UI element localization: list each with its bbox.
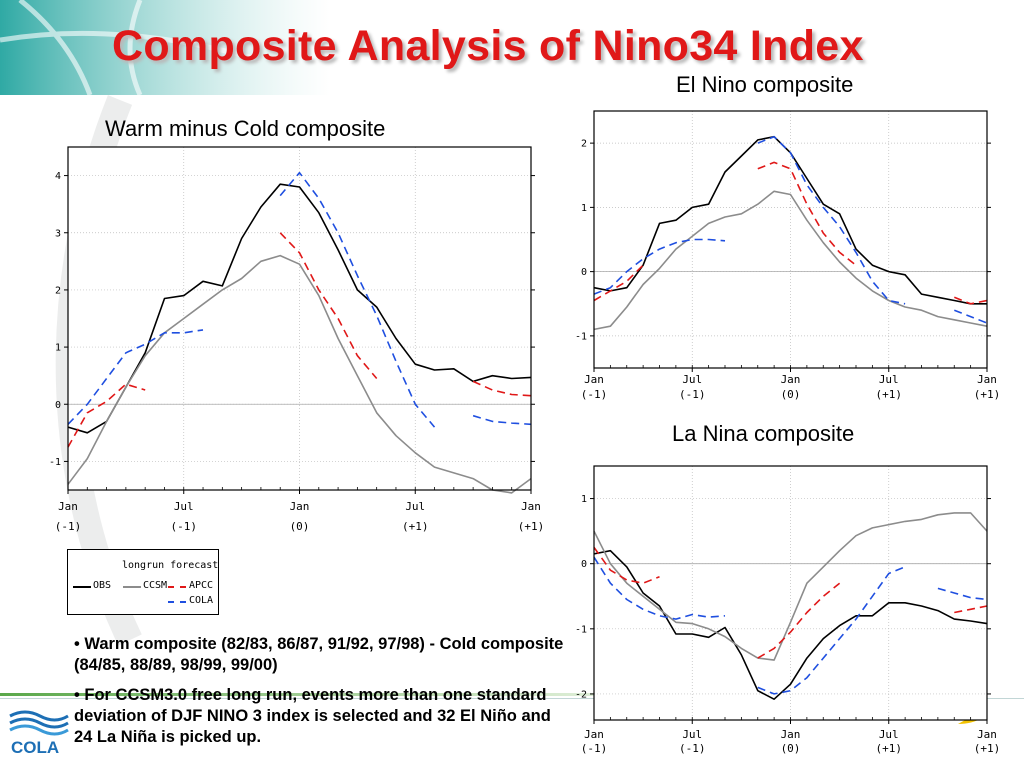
x-tick-label: (-1) xyxy=(679,388,706,401)
x-tick-label: (+1) xyxy=(974,388,1001,401)
legend-cola-swatch xyxy=(168,601,186,603)
x-tick-label: Jan xyxy=(58,500,78,513)
x-tick-label: Jan xyxy=(584,373,604,386)
x-tick-label: (0) xyxy=(781,742,801,755)
x-tick-label: Jan xyxy=(584,728,604,741)
series-line-obs xyxy=(593,549,988,700)
x-tick-label: (-1) xyxy=(171,520,198,533)
x-tick-label: (0) xyxy=(290,520,310,533)
x-tick-label: (+1) xyxy=(876,742,903,755)
series-line-cola xyxy=(954,309,988,324)
y-tick-label: 0 xyxy=(55,400,61,411)
series-line-apcc xyxy=(593,264,644,302)
x-tick-label: (+1) xyxy=(974,742,1001,755)
bullet-ccsm-selection: • For CCSM3.0 free long run, events more… xyxy=(74,686,551,746)
legend-obs-label: OBS xyxy=(93,580,112,591)
legend-ccsm-label: CCSM xyxy=(143,580,168,591)
x-tick-label: Jan xyxy=(977,728,997,741)
series-line-cola xyxy=(593,238,726,295)
y-tick-label: 0 xyxy=(581,267,587,278)
y-tick-label: -2 xyxy=(575,689,587,700)
el-nino-title: El Nino composite xyxy=(676,72,854,97)
legend-cola-label: COLA xyxy=(189,595,214,606)
la-nina-title: La Nina composite xyxy=(672,421,855,446)
x-tick-label: Jan xyxy=(977,373,997,386)
warm-minus-cold-title: Warm minus Cold composite xyxy=(105,116,386,141)
x-tick-label: (+1) xyxy=(518,520,545,533)
y-tick-label: -1 xyxy=(575,331,587,342)
x-tick-label: Jan xyxy=(521,500,541,513)
series-line-ccsm xyxy=(593,512,988,661)
series-line-cola xyxy=(757,566,906,695)
x-tick-label: Jul xyxy=(879,728,899,741)
x-tick-label: (-1) xyxy=(581,742,608,755)
x-tick-label: Jul xyxy=(405,500,425,513)
legend-ccsm-swatch xyxy=(123,586,141,588)
series-line-apcc xyxy=(593,546,660,584)
cola-logo-text: COLA xyxy=(11,738,60,757)
series-line-cola xyxy=(937,587,988,601)
x-tick-label: (+1) xyxy=(402,520,429,533)
cola-logo-icon xyxy=(9,710,69,736)
legend-apcc-swatch xyxy=(168,586,186,588)
x-tick-label: Jan xyxy=(781,373,801,386)
series-line-apcc xyxy=(954,605,988,614)
x-tick-label: Jul xyxy=(682,728,702,741)
legend-obs-swatch xyxy=(73,586,91,588)
y-tick-label: 4 xyxy=(55,171,61,182)
series-line-apcc xyxy=(67,383,146,448)
x-tick-label: Jan xyxy=(781,728,801,741)
x-tick-label: (0) xyxy=(781,388,801,401)
y-tick-label: 3 xyxy=(55,228,61,239)
x-tick-label: (+1) xyxy=(876,388,903,401)
bullet-list: • Warm composite (82/83, 86/87, 91/92, 9… xyxy=(74,634,564,757)
series-line-obs xyxy=(67,183,532,434)
series-line-cola xyxy=(67,329,204,425)
x-tick-label: Jul xyxy=(879,373,899,386)
header-globe-band xyxy=(0,0,330,95)
legend-header: longrun forecast xyxy=(122,560,219,571)
y-tick-label: 1 xyxy=(581,494,587,505)
series-line-ccsm xyxy=(593,190,988,331)
x-tick-label: Jan xyxy=(290,500,310,513)
x-tick-label: (-1) xyxy=(55,520,82,533)
y-tick-label: -1 xyxy=(49,457,61,468)
y-tick-label: 1 xyxy=(581,203,587,214)
bullet-warm-composite: • Warm composite (82/83, 86/87, 91/92, 9… xyxy=(74,635,564,674)
footer-divider xyxy=(0,693,1024,696)
series-line-apcc xyxy=(472,380,532,397)
x-tick-label: Jul xyxy=(174,500,194,513)
y-tick-label: -1 xyxy=(575,624,587,635)
legend-apcc-label: APCC xyxy=(189,580,214,591)
series-line-cola xyxy=(593,556,726,620)
series-line-cola xyxy=(472,414,532,426)
series-line-apcc xyxy=(757,582,841,659)
y-tick-label: 2 xyxy=(55,285,61,296)
y-tick-label: 1 xyxy=(55,343,61,354)
y-tick-label: 2 xyxy=(581,139,587,150)
x-tick-label: (-1) xyxy=(581,388,608,401)
slide-title: Composite Analysis of Nino34 Index xyxy=(112,22,864,70)
x-tick-label: Jul xyxy=(682,373,702,386)
series-line-ccsm xyxy=(67,254,532,494)
series-line-cola xyxy=(279,171,436,428)
x-tick-label: (-1) xyxy=(679,742,706,755)
series-line-cola xyxy=(757,135,906,305)
y-tick-label: 0 xyxy=(581,559,587,570)
series-line-apcc xyxy=(757,161,857,266)
chart-legend: longrun forecast OBS CCSM APCC COLA xyxy=(67,549,219,615)
series-line-apcc xyxy=(954,296,988,305)
